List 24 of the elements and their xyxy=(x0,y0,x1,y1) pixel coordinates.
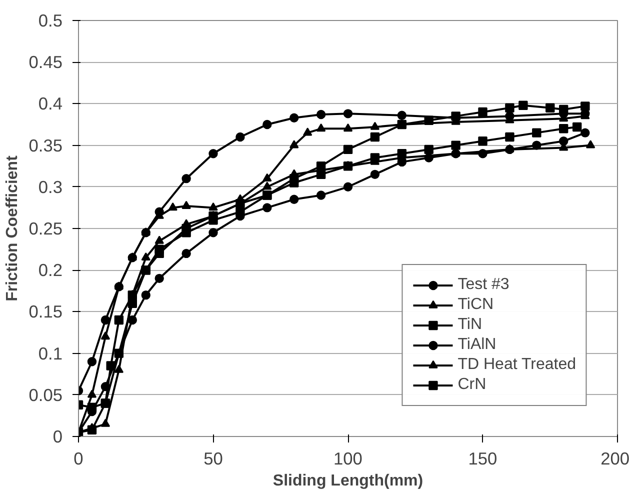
y-tick-label: 0.3 xyxy=(38,176,63,197)
legend-label: TD Heat Treated xyxy=(458,356,576,374)
y-axis-title: Friction Coefficient xyxy=(4,154,21,302)
y-tick-label: 0.2 xyxy=(38,260,63,280)
y-tick-label: 0.4 xyxy=(38,94,63,114)
legend-label: TiAlN xyxy=(458,336,496,354)
legend-label: Test #3 xyxy=(458,276,510,294)
x-tick-label: 150 xyxy=(468,448,498,468)
legend-label: TiN xyxy=(458,316,482,334)
y-tick-label: 0.45 xyxy=(28,52,63,72)
x-tick-label: 100 xyxy=(334,448,362,468)
legend-label: CrN xyxy=(458,376,486,394)
x-tick-label: 50 xyxy=(204,448,223,468)
y-tick-label: 0.35 xyxy=(28,135,63,156)
y-tick-label: 0.5 xyxy=(38,10,63,30)
y-tick-label: 0.25 xyxy=(28,218,63,238)
y-tick-label: 0 xyxy=(52,426,63,446)
y-tick-label: 0.15 xyxy=(28,302,63,322)
x-axis-title: Sliding Length(mm) xyxy=(272,472,424,490)
x-tick-label: 200 xyxy=(600,448,629,468)
x-tick-label: 0 xyxy=(74,448,84,468)
legend-label: TiCN xyxy=(458,296,494,314)
y-tick-label: 0.1 xyxy=(38,343,63,364)
y-tick-label: 0.05 xyxy=(28,384,63,405)
